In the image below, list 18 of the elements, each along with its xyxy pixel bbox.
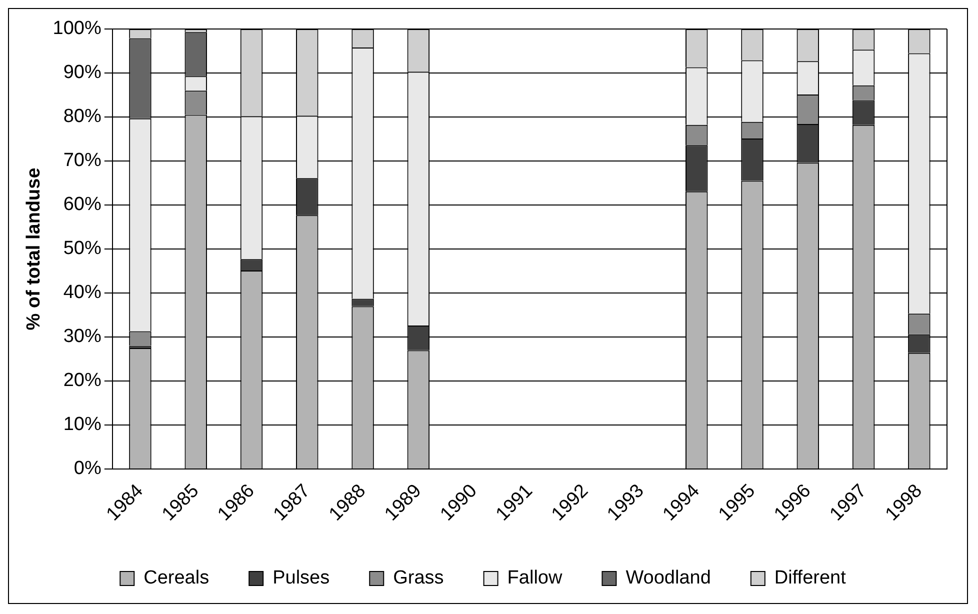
y-tick-label: 60%	[63, 194, 102, 216]
y-tick-label: 70%	[63, 150, 102, 172]
legend-label: Pulses	[272, 568, 330, 589]
y-tick-label: 50%	[63, 238, 102, 260]
legend-label: Cereals	[144, 568, 210, 589]
y-tick-label: 90%	[63, 62, 102, 84]
y-tick-label: 100%	[52, 18, 102, 40]
legend-label: Woodland	[626, 568, 711, 589]
y-tick-label: 30%	[63, 326, 102, 348]
y-axis-title: % of total landuse	[24, 168, 45, 330]
y-tick-label: 40%	[63, 282, 102, 304]
y-tick-label: 0%	[74, 458, 102, 480]
legend-label: Fallow	[507, 568, 562, 589]
y-tick-label: 20%	[63, 370, 102, 392]
y-tick-label: 10%	[63, 414, 102, 436]
legend-label: Grass	[393, 568, 444, 589]
legend-label: Different	[774, 568, 847, 589]
y-tick-label: 80%	[63, 106, 102, 128]
